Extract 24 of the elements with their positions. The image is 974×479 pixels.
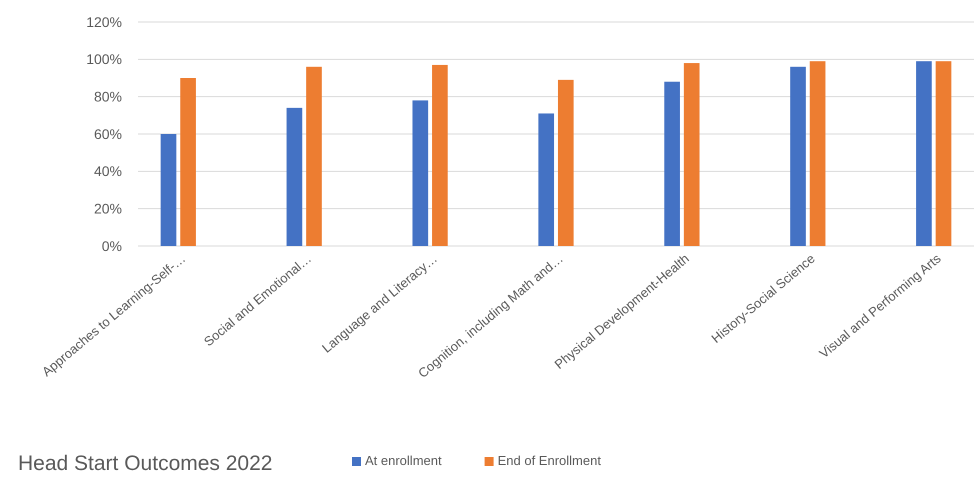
bar <box>180 78 196 246</box>
legend-label: At enrollment <box>365 453 442 468</box>
bar <box>432 64 448 246</box>
bar <box>558 80 574 246</box>
bar <box>286 108 302 246</box>
y-tick-label: 0% <box>102 238 122 254</box>
legend-label: End of Enrollment <box>498 453 602 468</box>
bar <box>664 82 680 246</box>
text: Head Start Outcomes 2022 <box>18 452 272 475</box>
y-tick-label: 40% <box>94 163 122 180</box>
y-tick-label: 60% <box>94 126 122 142</box>
bar <box>160 134 176 246</box>
y-tick-label: 80% <box>94 88 122 105</box>
bar <box>538 113 554 246</box>
y-tick-label: 20% <box>94 200 122 217</box>
bar <box>916 61 932 246</box>
bar <box>936 61 952 246</box>
bar <box>810 61 826 246</box>
bar <box>306 66 322 246</box>
bar <box>684 63 700 246</box>
bar <box>412 100 428 246</box>
y-tick-label: 120% <box>86 14 122 30</box>
bar <box>790 66 806 246</box>
y-tick-label: 100% <box>86 51 122 68</box>
